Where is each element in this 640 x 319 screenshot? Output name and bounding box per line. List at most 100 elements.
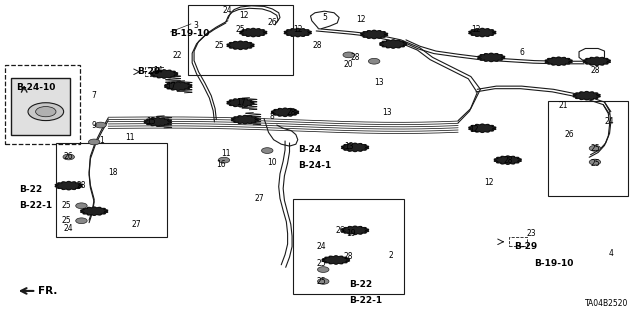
Polygon shape <box>227 41 254 49</box>
Circle shape <box>95 122 106 128</box>
Text: 23: 23 <box>527 229 536 238</box>
Text: 28: 28 <box>312 41 322 50</box>
Polygon shape <box>342 143 369 152</box>
Text: 22: 22 <box>172 51 182 60</box>
Text: 25: 25 <box>590 159 600 168</box>
Text: 27: 27 <box>255 194 264 203</box>
Text: 25: 25 <box>590 144 600 153</box>
Text: 25: 25 <box>317 259 326 268</box>
Polygon shape <box>232 115 259 124</box>
Polygon shape <box>469 28 496 37</box>
Polygon shape <box>469 124 496 132</box>
Bar <box>56 143 167 237</box>
Text: 6: 6 <box>519 48 524 57</box>
Polygon shape <box>81 207 108 215</box>
Polygon shape <box>164 82 191 90</box>
Circle shape <box>589 145 601 151</box>
Circle shape <box>317 278 329 284</box>
Text: 11: 11 <box>221 149 230 158</box>
Circle shape <box>317 267 329 272</box>
Text: 20: 20 <box>344 60 353 69</box>
Polygon shape <box>323 256 349 264</box>
Polygon shape <box>227 99 254 107</box>
Bar <box>548 101 628 196</box>
Polygon shape <box>494 156 521 164</box>
Text: 21: 21 <box>558 101 568 110</box>
Polygon shape <box>545 57 572 65</box>
Text: 24: 24 <box>223 6 232 15</box>
Text: FR.: FR. <box>38 286 58 296</box>
Circle shape <box>63 154 74 160</box>
Text: 2: 2 <box>389 251 394 260</box>
Text: 18: 18 <box>109 168 118 177</box>
Text: 26: 26 <box>268 19 277 27</box>
Bar <box>292 199 404 294</box>
Text: 12: 12 <box>293 25 303 34</box>
Text: B-22-1: B-22-1 <box>19 201 52 210</box>
Text: 13: 13 <box>374 78 383 87</box>
Bar <box>12 78 70 135</box>
Text: B-19-10: B-19-10 <box>170 29 210 38</box>
Text: 25: 25 <box>236 25 245 34</box>
Circle shape <box>76 203 87 209</box>
Text: 25: 25 <box>62 201 72 210</box>
Circle shape <box>369 58 380 64</box>
Text: 26: 26 <box>564 130 574 139</box>
Text: 28: 28 <box>77 181 86 190</box>
Text: B-22-1: B-22-1 <box>349 296 382 305</box>
Polygon shape <box>145 118 172 126</box>
Circle shape <box>76 218 87 224</box>
Text: 12: 12 <box>239 11 248 20</box>
Text: 1: 1 <box>99 137 104 145</box>
Text: B-29: B-29 <box>137 67 160 76</box>
Text: 24: 24 <box>64 224 74 233</box>
Text: 3: 3 <box>193 21 198 30</box>
Text: B-24-10: B-24-10 <box>16 83 55 92</box>
Polygon shape <box>271 108 298 116</box>
Circle shape <box>343 52 355 58</box>
Text: 12: 12 <box>356 15 366 24</box>
Text: 28: 28 <box>287 108 296 117</box>
Text: 25: 25 <box>214 41 225 50</box>
Text: 28: 28 <box>590 66 600 75</box>
Text: 12: 12 <box>484 178 493 187</box>
Circle shape <box>28 103 63 121</box>
Bar <box>188 5 292 75</box>
Text: 7: 7 <box>92 91 97 100</box>
Text: 25: 25 <box>317 277 326 286</box>
Text: TA04B2520: TA04B2520 <box>586 299 628 308</box>
Circle shape <box>218 157 230 163</box>
Text: 9: 9 <box>92 121 97 130</box>
Text: 4: 4 <box>609 249 613 258</box>
Circle shape <box>88 139 100 145</box>
Text: B-29: B-29 <box>514 242 538 251</box>
Polygon shape <box>55 182 82 190</box>
Text: 13: 13 <box>382 108 392 117</box>
Text: 17: 17 <box>236 98 245 107</box>
Text: 25: 25 <box>62 216 72 225</box>
Bar <box>145 67 163 76</box>
Text: 28: 28 <box>350 53 360 62</box>
Text: 28: 28 <box>503 156 513 165</box>
Text: B-22: B-22 <box>19 185 42 194</box>
Bar <box>509 237 527 246</box>
Text: 13: 13 <box>344 142 353 151</box>
Bar <box>5 65 80 144</box>
Polygon shape <box>478 53 504 62</box>
Polygon shape <box>284 28 311 37</box>
Text: 28: 28 <box>344 252 353 261</box>
Polygon shape <box>151 70 177 78</box>
Text: B-24-1: B-24-1 <box>298 161 331 170</box>
Text: B-19-10: B-19-10 <box>534 259 574 268</box>
Text: 19: 19 <box>346 229 356 238</box>
Polygon shape <box>380 40 406 48</box>
Circle shape <box>262 148 273 153</box>
Text: 24: 24 <box>317 242 326 251</box>
Text: 16: 16 <box>216 160 227 169</box>
Polygon shape <box>584 57 611 65</box>
Text: 10: 10 <box>268 158 277 167</box>
Polygon shape <box>573 92 600 100</box>
Text: 14: 14 <box>153 66 163 75</box>
Circle shape <box>589 159 601 165</box>
Text: 26: 26 <box>64 152 74 161</box>
